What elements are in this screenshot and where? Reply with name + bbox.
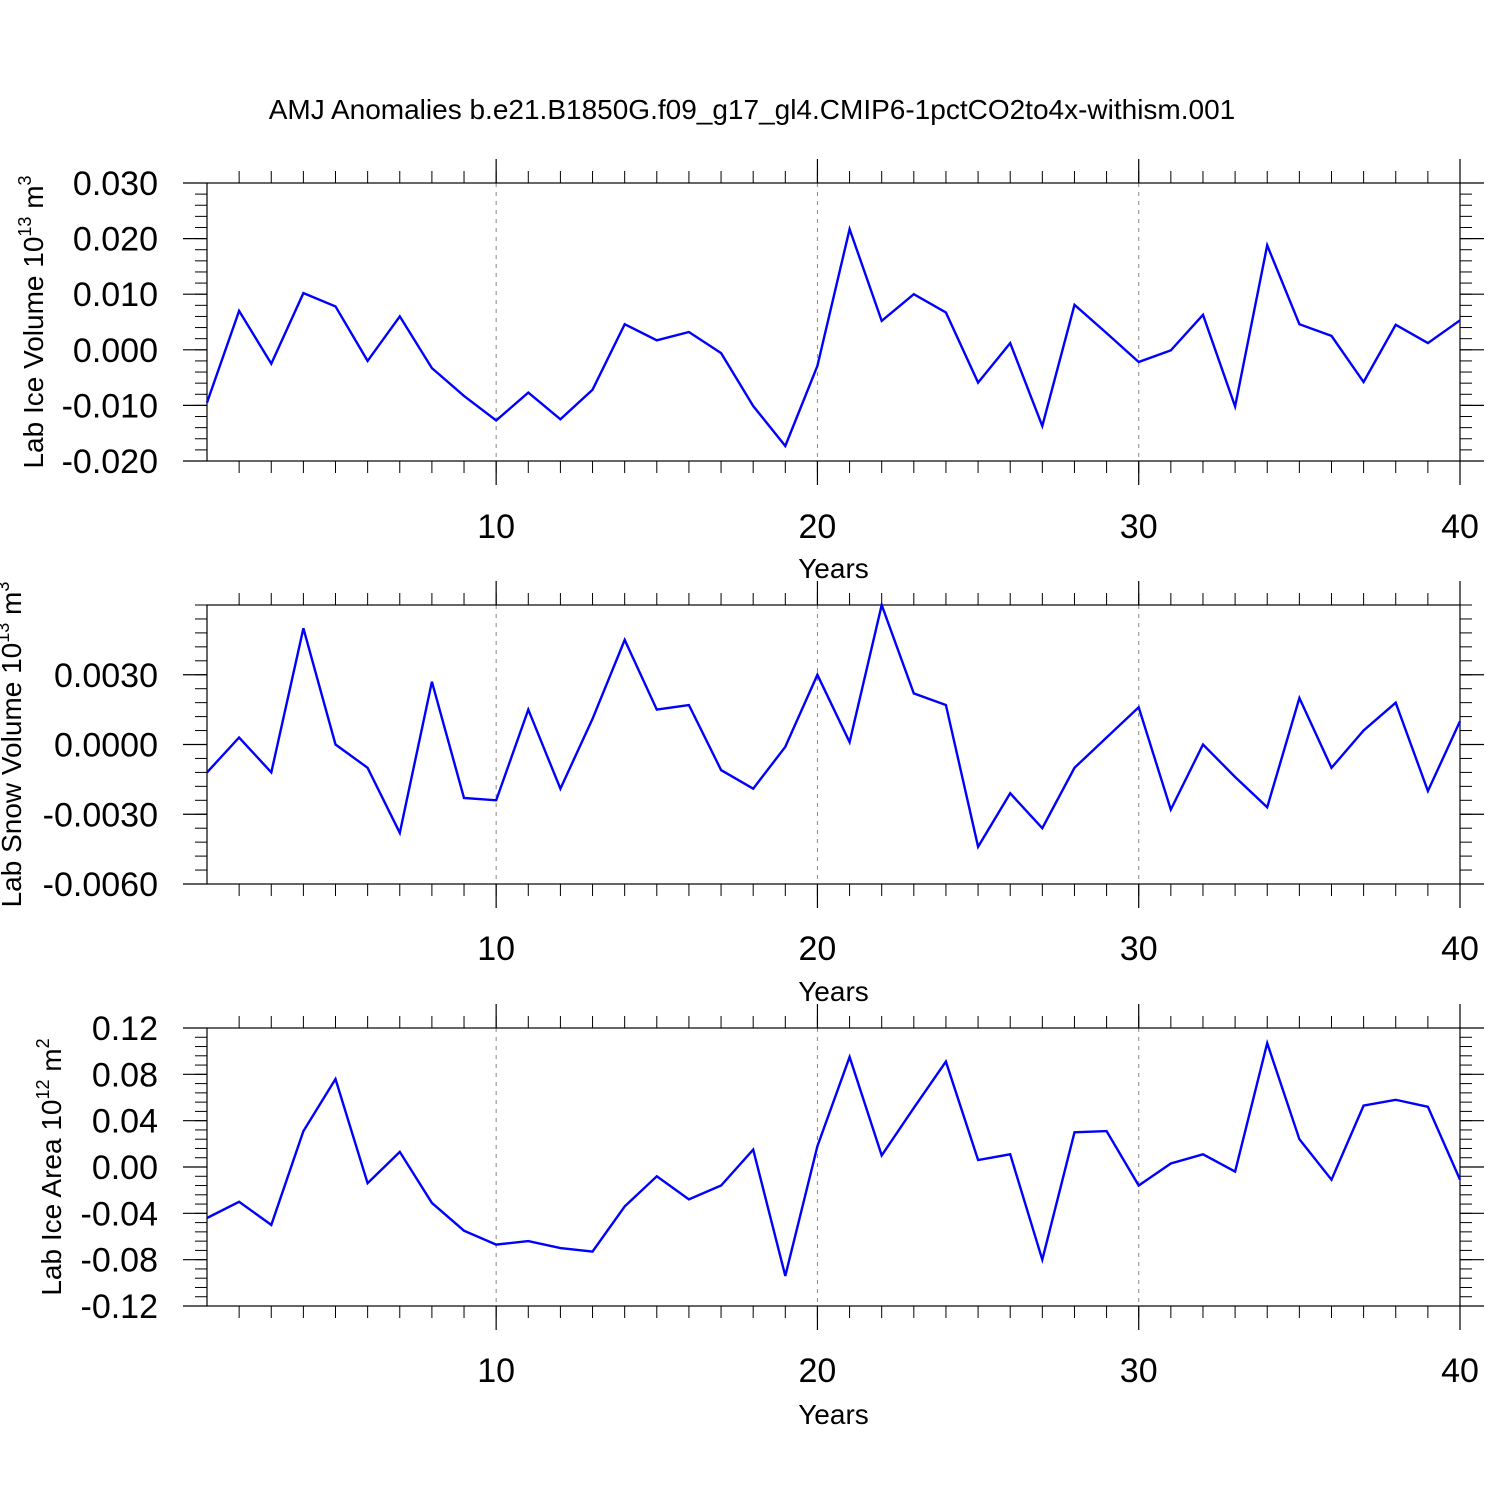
x-tick-label: 10: [477, 1352, 515, 1390]
series-line: [206, 1038, 1462, 1277]
plot-frame: [206, 1027, 1461, 1307]
y-tick-label: 0.12: [92, 1010, 158, 1048]
y-tick-label: 0.030: [73, 165, 158, 203]
x-tick-label: 30: [1120, 508, 1158, 546]
y-tick-label: 0.0000: [54, 727, 158, 765]
x-axis-title: Years: [798, 976, 869, 1007]
y-tick-label: -0.0060: [43, 866, 158, 904]
x-tick-label: 20: [799, 1352, 837, 1390]
y-axis-title: Lab Ice Area 1012 m2: [33, 1038, 67, 1295]
x-tick-label: 30: [1120, 1352, 1158, 1390]
series-line: [206, 600, 1462, 850]
y-axis-title: Lab Snow Volume 1013 m3: [0, 582, 27, 908]
y-tick-label: 0.04: [92, 1103, 158, 1141]
x-tick-label: 20: [799, 930, 837, 968]
y-tick-label: -0.04: [81, 1195, 159, 1233]
panel-1: -0.020 -0.010 0.000 0.010 0.020 0.030 10 20 30 40…: [15, 159, 1484, 584]
x-tick-label: 10: [477, 508, 515, 546]
series-line: [205, 224, 1461, 449]
chart-title: AMJ Anomalies b.e21.B1850G.f09_g17_gl4.C…: [269, 94, 1236, 125]
x-tick-label: 30: [1120, 930, 1158, 968]
y-tick-label: -0.010: [62, 387, 158, 425]
x-tick-label: 10: [477, 930, 515, 968]
y-tick-label: -0.0030: [43, 796, 158, 834]
plot-frame: [206, 182, 1461, 462]
y-tick-label: 0.0030: [54, 657, 158, 695]
y-axis-title: Lab Ice Volume 1013 m3: [15, 175, 49, 468]
y-tick-label: -0.08: [81, 1242, 159, 1280]
x-tick-label: 40: [1441, 1352, 1479, 1390]
y-tick-label: -0.12: [81, 1288, 159, 1326]
y-tick-label: 0.00: [92, 1149, 158, 1187]
y-tick-label: -0.020: [62, 443, 158, 481]
y-tick-label: 0.08: [92, 1056, 158, 1094]
plot-frame: [206, 604, 1461, 885]
x-axis-title: Years: [798, 553, 869, 584]
y-tick-label: 0.000: [73, 332, 158, 370]
x-tick-label: 20: [799, 508, 837, 546]
x-tick-label: 40: [1441, 930, 1479, 968]
panel-3: -0.12 -0.08 -0.04 0.00 0.04 0.08 0.12 10 20 30 40 Y…: [33, 1004, 1484, 1430]
y-tick-label: 0.010: [73, 276, 158, 314]
panels: -0.020 -0.010 0.000 0.010 0.020 0.030 10 20 30 40…: [0, 159, 1484, 1430]
x-axis-title: Years: [798, 1399, 869, 1430]
y-tick-label: 0.020: [73, 221, 158, 259]
panel-2: -0.0060 -0.0030 0.0000 0.0030 10 20 30 40 Years L…: [0, 581, 1484, 1007]
x-tick-label: 40: [1441, 508, 1479, 546]
